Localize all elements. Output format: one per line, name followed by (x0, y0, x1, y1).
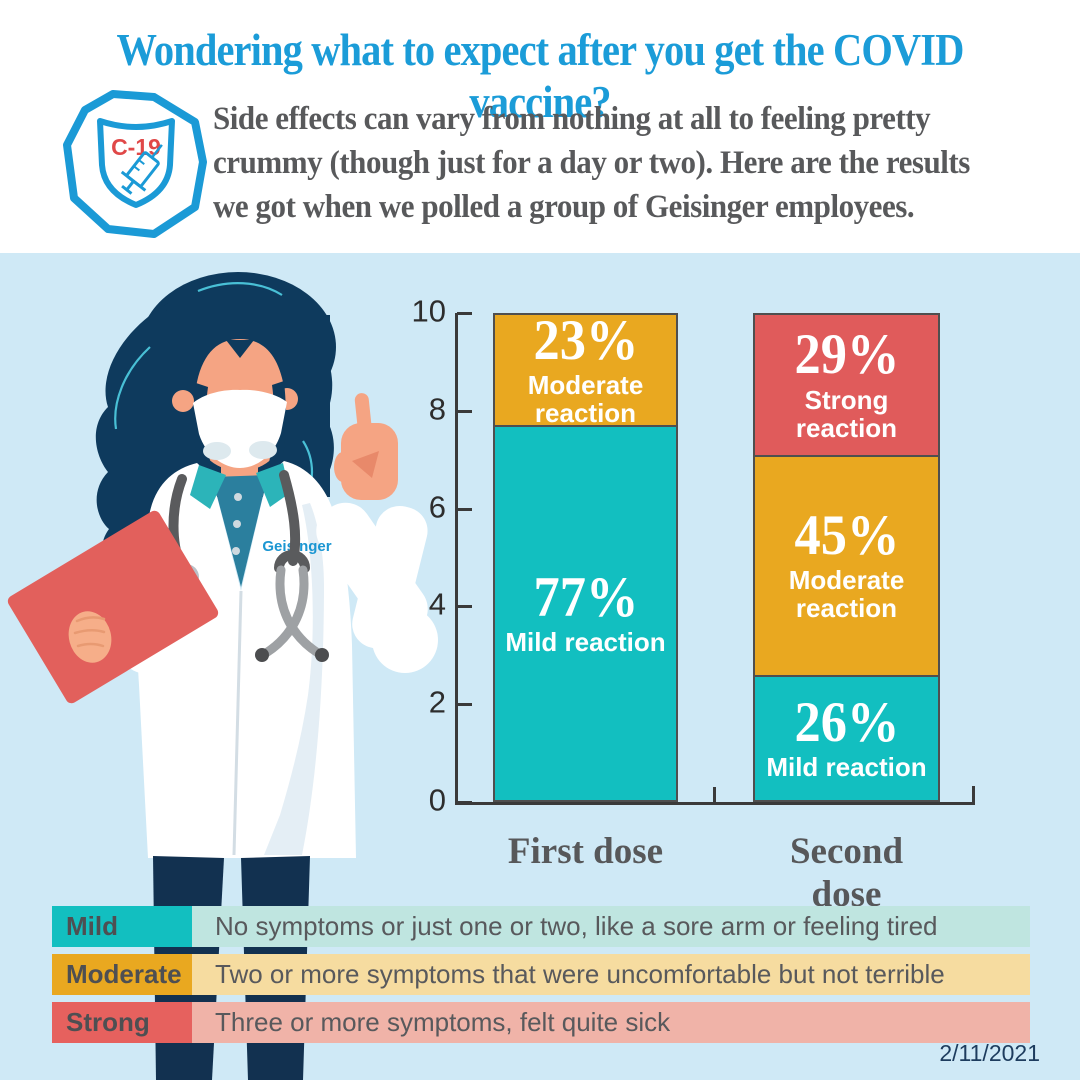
date-stamp: 2/11/2021 (939, 1040, 1040, 1066)
segment-value: 29% (794, 323, 899, 387)
segment-label: Moderate reaction (788, 565, 905, 624)
shield-outline (97, 118, 175, 208)
y-axis-tick-4 (457, 605, 472, 609)
coat-shading (264, 503, 324, 855)
y-axis-tick-8 (457, 409, 472, 413)
stacked-bar-first-dose: 77% Mild reaction 23% Moderate reaction (493, 313, 678, 802)
shirt (212, 475, 268, 587)
chart-legend: Mild No symptoms or just one or two, lik… (52, 906, 1030, 1050)
page-title: Wondering what to expect after you get t… (116, 25, 965, 127)
left-ear (172, 390, 194, 412)
bar-segment-mild: 77% Mild reaction (493, 425, 678, 802)
intro-line-1: Side effects can vary from nothing at al… (213, 101, 931, 137)
stacked-bar-chart: 0 2 4 6 8 10 77% Mild reaction 23% Moderate reacti… (412, 294, 975, 915)
bar-segment-moderate: 45% Moderate reaction (753, 454, 940, 675)
bar-segment-strong: 29% Strong reaction (753, 313, 940, 455)
coat-placket (232, 590, 243, 856)
category-label-2: Second dose (789, 831, 904, 915)
y-axis-label-6: 6 (428, 489, 446, 525)
clipboard (7, 510, 219, 704)
pointing-hand (334, 393, 398, 500)
bar-segment-moderate: 23% Moderate reaction (493, 313, 678, 426)
legend-desc-moderate: Two or more symptoms that were uncomfort… (192, 954, 1030, 995)
y-axis-label-4: 4 (428, 586, 446, 622)
segment-value: 77% (533, 566, 638, 630)
face-mask (193, 389, 287, 468)
widows-peak (226, 340, 254, 358)
y-axis-label-10: 10 (411, 293, 446, 329)
x-axis-mid-tick (713, 787, 716, 802)
y-axis-label-8: 8 (428, 391, 446, 427)
legend-row-strong: Strong Three or more symptoms, felt quit… (52, 1002, 1030, 1043)
shirt-buttons (232, 493, 242, 555)
legend-desc-mild: No symptoms or just one or two, like a s… (192, 906, 1030, 947)
segment-value: 45% (794, 504, 899, 568)
y-axis-label-2: 2 (428, 684, 446, 720)
stacked-bar-second-dose: 26% Mild reaction 45% Moderate reaction 29% St… (753, 313, 940, 802)
intro-text: Side effects can vary from nothing at al… (213, 97, 970, 229)
bar-segment-mild: 26% Mild reaction (753, 674, 940, 802)
coat-right-sleeve (316, 502, 438, 673)
segment-label: Strong reaction (795, 384, 898, 443)
y-axis-label-0: 0 (428, 782, 446, 818)
segment-label: Moderate reaction (527, 369, 644, 426)
intro-line-3: we got when we polled a group of Geising… (213, 189, 915, 225)
c19-shield-icon: C-19 (63, 90, 207, 238)
syringe-icon (120, 144, 163, 195)
header: Wondering what to expect after you get t… (0, 0, 1080, 253)
intro-line-2: crummy (though just for a day or two). H… (213, 145, 970, 181)
legend-row-mild: Mild No symptoms or just one or two, lik… (52, 906, 1030, 947)
legend-row-moderate: Moderate Two or more symptoms that were … (52, 954, 1030, 995)
hairline (196, 319, 284, 387)
y-axis-tick-6 (457, 507, 472, 511)
legend-key-moderate: Moderate (52, 954, 192, 995)
segment-label: Mild reaction (766, 752, 927, 782)
legend-key-strong: Strong (52, 1002, 192, 1043)
y-axis-tick-0 (457, 801, 472, 804)
y-axis-tick-2 (457, 703, 472, 707)
y-axis-tick-10 (457, 312, 472, 315)
segment-value: 23% (533, 313, 638, 372)
segment-value: 26% (794, 690, 899, 754)
segment-label: Mild reaction (505, 627, 666, 658)
collar-left (190, 465, 226, 509)
clipboard-hand (68, 611, 112, 663)
category-label-1: First dose (507, 831, 664, 872)
x-axis-end-tick (972, 786, 975, 802)
octagon-outline (63, 90, 207, 238)
legend-desc-strong: Three or more symptoms, felt quite sick (192, 1002, 1030, 1043)
legend-key-mild: Mild (52, 906, 192, 947)
